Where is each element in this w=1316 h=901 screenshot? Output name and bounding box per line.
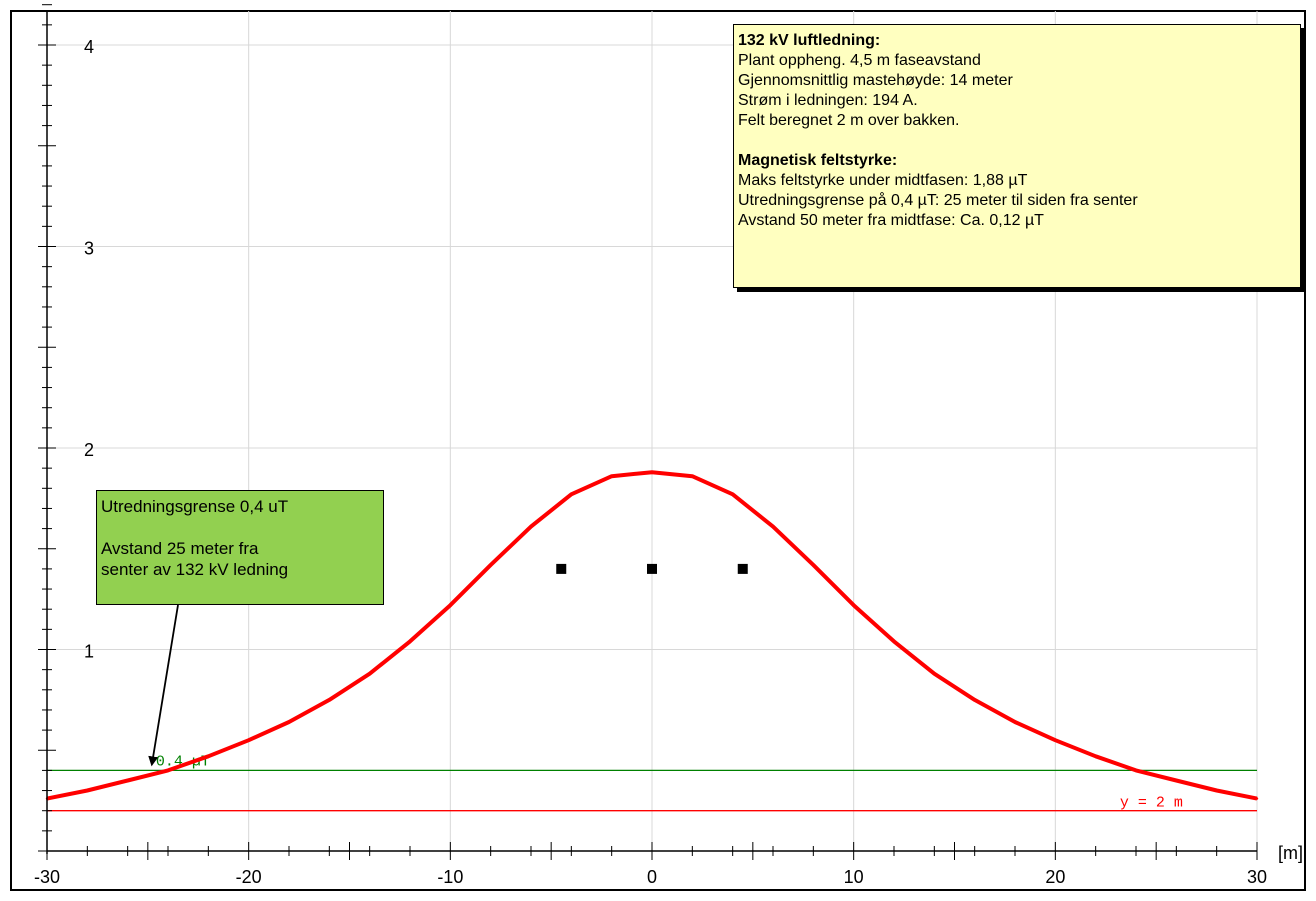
data-point [1054, 738, 1057, 742]
data-point [368, 672, 371, 675]
conductor-marker [737, 563, 748, 574]
y-tick-label: 1 [84, 642, 94, 662]
x-tick-label: 0 [647, 867, 657, 887]
info-line-limit: Utredningsgrense på 0,4 µT: 25 meter til… [738, 192, 1138, 209]
data-point [610, 475, 613, 478]
y-tick-label: 2 [84, 440, 94, 460]
data-point [166, 769, 170, 772]
axes: -30 -20 -10 0 10 20 30 [m] 1 2 3 4 [34, 4, 1303, 887]
x-tick-label: -30 [34, 867, 60, 887]
callout-line-distance: Avstand 25 meter fra [101, 539, 259, 558]
info-heading-field: Magnetisk feltstyrke: [738, 152, 898, 169]
data-point [1134, 769, 1138, 772]
info-line-suspension: Plant oppheng. 4,5 m faseavstand [738, 52, 981, 69]
info-box: 132 kV luftledning: Plant oppheng. 4,5 m… [733, 24, 1301, 288]
x-tick-label: 20 [1045, 867, 1065, 887]
data-point [1175, 779, 1178, 782]
reference-line-label: 0.4 µT [156, 753, 210, 770]
callout-line-limit: Utredningsgrense 0,4 uT [101, 497, 289, 516]
data-point [247, 738, 250, 742]
info-line-max-field: Maks feltstyrke under midtfasen: 1,88 µT [738, 172, 1028, 189]
data-point [1094, 755, 1097, 758]
data-point [529, 525, 533, 528]
data-point [892, 640, 896, 643]
info-line-mast-height: Gjennomsnittlig mastehøyde: 14 meter [738, 72, 1013, 89]
data-point [408, 640, 412, 643]
data-point [691, 475, 694, 478]
data-point [731, 493, 734, 496]
data-point [650, 470, 654, 474]
reference-line-label: y = 2 m [1120, 795, 1183, 812]
data-point [1215, 789, 1218, 792]
arrow-line [148, 604, 179, 767]
x-unit-label: [m] [1278, 843, 1303, 863]
data-point [489, 563, 492, 567]
x-tick-label: -20 [236, 867, 262, 887]
data-point [771, 525, 775, 528]
x-tick-label: 30 [1247, 867, 1267, 887]
data-point [812, 563, 815, 567]
callout-box: Utredningsgrense 0,4 uT Avstand 25 meter… [96, 490, 384, 605]
data-point [126, 779, 129, 782]
data-point [86, 789, 89, 792]
data-point [933, 672, 936, 675]
data-point [449, 603, 452, 607]
x-tick-label: -10 [437, 867, 463, 887]
info-heading-line: 132 kV luftledning: [738, 32, 881, 49]
conductor-marker [556, 563, 567, 574]
data-point [207, 755, 210, 758]
info-line-current: Strøm i ledningen: 194 A. [738, 92, 918, 109]
info-line-field-height: Felt beregnet 2 m over bakken. [738, 112, 960, 129]
data-point [570, 493, 573, 496]
callout-line-center: senter av 132 kV ledning [101, 560, 289, 579]
callout-arrow [148, 604, 179, 767]
info-line-50m: Avstand 50 meter fra midtfase: Ca. 0,12 … [738, 212, 1044, 229]
reference-lines: 0.4 µT y = 2 m [47, 753, 1257, 812]
data-point [973, 698, 976, 702]
data-point [287, 720, 291, 724]
data-point [852, 603, 855, 607]
conductor-markers [556, 563, 748, 574]
data-point [328, 698, 331, 702]
series-layer [45, 470, 1259, 801]
y-tick-label: 3 [84, 239, 94, 259]
y-tick-label: 4 [84, 37, 94, 57]
conductor-marker [647, 563, 657, 574]
x-tick-label: 10 [844, 867, 864, 887]
data-point [1255, 797, 1259, 800]
plot-frame [10, 10, 1306, 891]
data-point [1013, 720, 1017, 724]
